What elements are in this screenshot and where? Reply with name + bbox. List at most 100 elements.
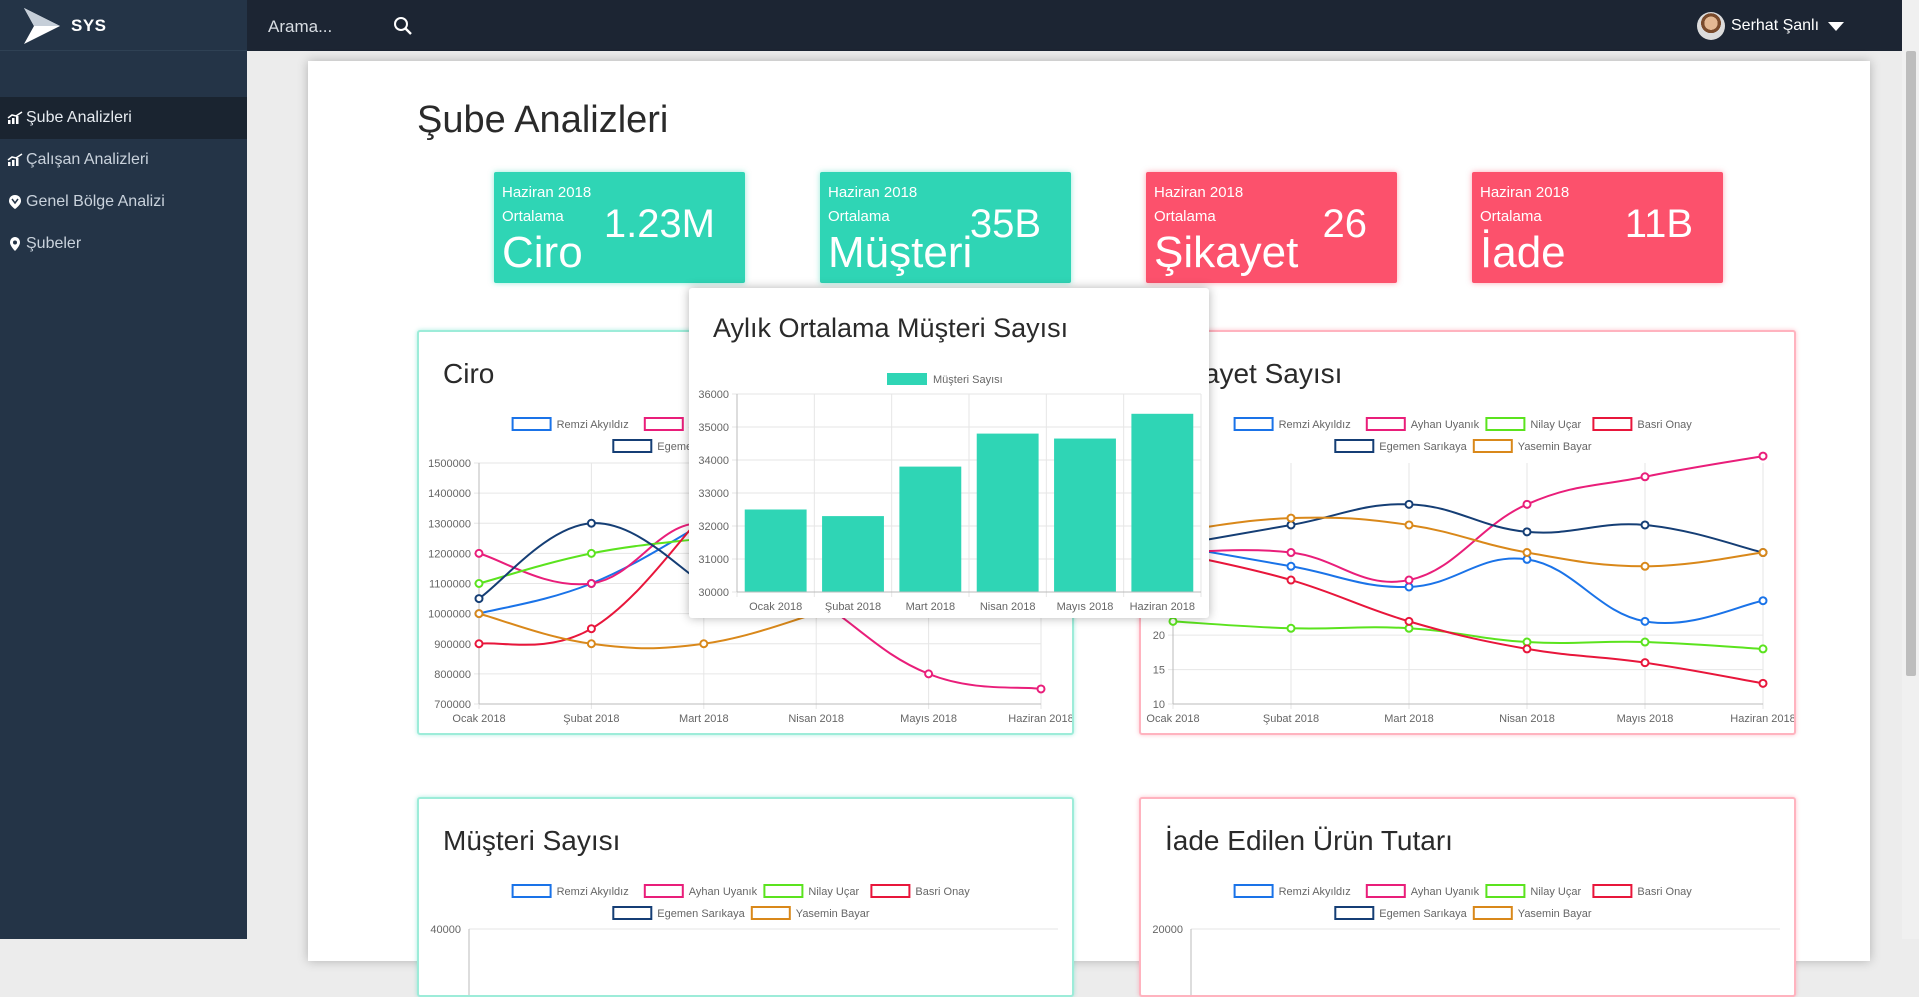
legend-label: Nilay Uçar [1530, 886, 1581, 898]
popup-musteri-bar-chart[interactable]: Müşteri Sayısı 36000 35000 34000 33000 32000 3… [689, 288, 1209, 618]
data-point [474, 548, 484, 558]
data-point [1758, 678, 1768, 688]
stat-label: Ciro [502, 228, 583, 277]
data-point [474, 579, 484, 588]
user-menu[interactable]: Serhat Şanlı [1697, 12, 1845, 40]
sidebar-item-sube-analizleri[interactable]: Şube Analizleri [0, 97, 247, 139]
legend-swatch [1365, 884, 1406, 898]
data-point [1404, 575, 1414, 585]
x-tick-label: Ocak 2018 [749, 601, 802, 613]
y-tick-label: 33000 [698, 488, 729, 500]
x-tick-label: Nisan 2018 [1499, 713, 1555, 725]
series-line [1172, 503, 1764, 554]
legend-swatch [1233, 417, 1274, 431]
sidebar-item-label: Şube Analizleri [26, 109, 132, 126]
y-tick-label: 31000 [698, 554, 729, 566]
y-tick-label: 36000 [698, 389, 729, 401]
search-icon[interactable] [393, 16, 413, 36]
x-tick-label: Haziran 2018 [1730, 713, 1794, 725]
y-tick-label: 20000 [1152, 924, 1183, 936]
data-point [586, 579, 596, 588]
data-point [586, 548, 596, 558]
legend-swatch [1592, 884, 1633, 898]
legend-swatch [1485, 884, 1526, 898]
x-tick-label: Şubat 2018 [1263, 713, 1319, 725]
chart-card-iade: Remzi Akyıldız Ayhan Uyanık Nilay Uçar Basr… [1139, 797, 1796, 997]
data-point [1640, 637, 1650, 647]
stat-value: 35B [969, 202, 1041, 246]
x-tick-label: Ocak 2018 [452, 713, 505, 725]
legend-label: Yasemin Bayar [796, 908, 870, 920]
sidebar-item-subeler[interactable]: Şubeler [0, 223, 247, 265]
legend-label: Remzi Akyıldız [1279, 886, 1351, 898]
legend-swatch [643, 884, 684, 898]
legend-label: Basri Onay [1637, 419, 1692, 431]
data-point [1404, 616, 1414, 626]
bar [1131, 413, 1194, 592]
stat-value: 1.23M [603, 202, 715, 246]
data-point [1640, 616, 1650, 626]
x-tick-label: Mayıs 2018 [1617, 713, 1674, 725]
legend-label: Ayhan Uyanık [689, 886, 758, 898]
data-point [1522, 548, 1532, 558]
chart-card-sikayet: Remzi Akyıldız Ayhan Uyanık Nilay Uçar Basr… [1139, 330, 1796, 735]
chart-title: Müşteri Sayısı [443, 825, 621, 856]
scrollbar-thumb[interactable] [1906, 51, 1916, 676]
chart-card-musteri: Remzi Akyıldız Ayhan Uyanık Nilay Uçar Basr… [417, 797, 1074, 997]
sidebar: Şube Analizleri Çalışan Analizleri Genel… [0, 51, 247, 939]
legend-swatch [1592, 417, 1633, 431]
logo-icon [24, 8, 60, 44]
search-input[interactable]: Arama... [268, 17, 333, 36]
stat-period: Haziran 2018 [502, 184, 592, 201]
chart-title: Ciro [443, 358, 495, 389]
legend-label: Basri Onay [1637, 886, 1692, 898]
data-point [1036, 684, 1046, 694]
data-point [474, 609, 484, 619]
y-tick-label: 15 [1153, 665, 1165, 677]
x-tick-label: Mayıs 2018 [900, 713, 957, 725]
stat-card-musteri: Haziran 2018 Ortalama Müşteri 35B [820, 172, 1071, 283]
map-marker-icon [9, 195, 21, 209]
logo[interactable]: SYS [0, 0, 247, 51]
stat-label: İade [1480, 228, 1566, 277]
legend-label: Remzi Akyıldız [557, 419, 629, 431]
y-tick-label: 32000 [698, 521, 729, 533]
x-tick-label: Haziran 2018 [1008, 713, 1072, 725]
stat-period: Haziran 2018 [1480, 184, 1570, 201]
data-point [586, 624, 596, 634]
data-point [474, 594, 484, 604]
bar [976, 433, 1039, 592]
series-line [1172, 620, 1764, 650]
legend-swatch [612, 439, 653, 453]
data-point [1640, 561, 1650, 571]
data-point [1640, 520, 1650, 530]
chart-icon [7, 111, 23, 124]
y-tick-label: 40000 [430, 924, 461, 936]
data-point [1758, 548, 1768, 558]
data-point [1522, 644, 1532, 654]
x-tick-label: Nisan 2018 [788, 713, 844, 725]
y-tick-label: 20 [1153, 630, 1165, 642]
chart-sikayet: Remzi Akyıldız Ayhan Uyanık Nilay Uçar Basr… [1146, 417, 1794, 725]
legend-label: Egemen Sarıkaya [657, 908, 745, 920]
chart-title: İade Edilen Ürün Tutarı [1165, 825, 1453, 856]
legend-swatch [1485, 417, 1526, 431]
sidebar-item-genel-bolge-analizi[interactable]: Genel Bölge Analizi [0, 181, 247, 223]
data-point [1286, 548, 1296, 558]
x-tick-label: Nisan 2018 [980, 601, 1036, 613]
legend-swatch [763, 884, 804, 898]
sidebar-item-label: Çalışan Analizleri [26, 151, 149, 168]
stat-period: Haziran 2018 [1154, 184, 1244, 201]
legend-label: Yasemin Bayar [1518, 908, 1592, 920]
sidebar-item-calisan-analizleri[interactable]: Çalışan Analizleri [0, 139, 247, 181]
chart-icon [7, 153, 23, 166]
stat-value: 11B [1624, 202, 1693, 246]
legend-label: Egemen Sarıkaya [1379, 441, 1467, 453]
legend-label: Remzi Akyıldız [557, 886, 629, 898]
bar [1054, 438, 1116, 592]
legend-swatch [1365, 417, 1406, 431]
y-tick-label: 1100000 [429, 579, 471, 591]
y-tick-label: 800000 [434, 669, 471, 681]
stat-card-sikayet: Haziran 2018 Ortalama Şikayet 26 [1146, 172, 1397, 283]
chevron-down-icon[interactable] [1828, 21, 1845, 31]
